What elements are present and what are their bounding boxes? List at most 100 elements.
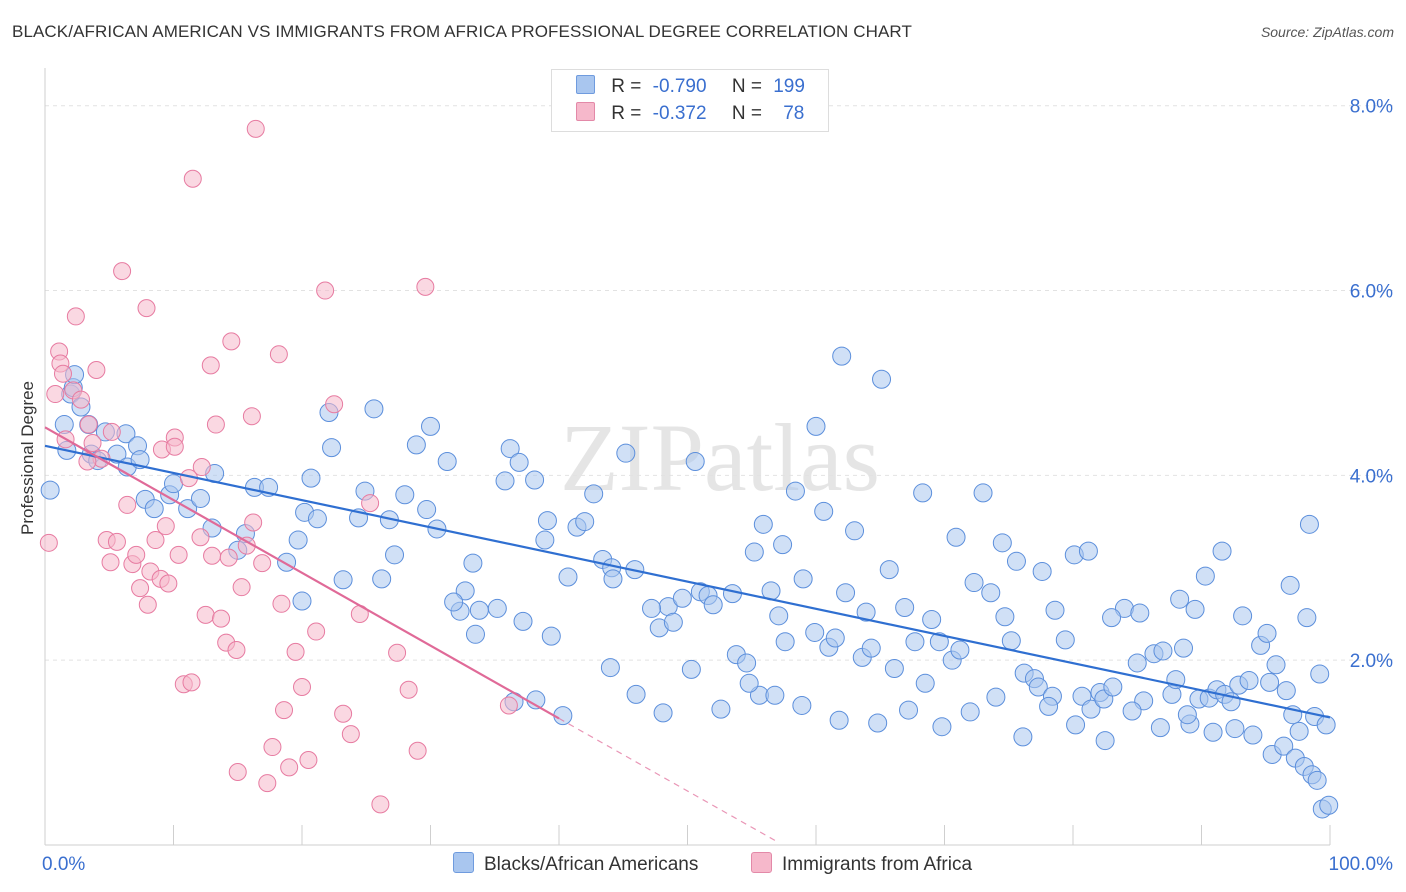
data-point-blacks	[981, 583, 1001, 603]
data-point-immigrants	[46, 385, 65, 404]
data-point-immigrants	[113, 262, 132, 281]
data-point-immigrants	[341, 725, 360, 744]
data-point-blacks	[1310, 664, 1330, 684]
data-point-immigrants	[183, 169, 202, 188]
data-point-immigrants	[192, 458, 211, 477]
data-point-blacks	[292, 591, 312, 611]
data-point-immigrants	[316, 281, 335, 300]
data-point-blacks	[1195, 566, 1215, 586]
data-point-immigrants	[269, 345, 288, 364]
data-point-blacks	[535, 530, 555, 550]
data-point-immigrants	[253, 554, 272, 573]
legend-swatch-blue	[576, 75, 595, 94]
data-point-immigrants	[299, 750, 318, 769]
data-point-blacks	[825, 628, 845, 648]
data-point-blacks	[960, 702, 980, 722]
data-point-blacks	[814, 501, 834, 521]
data-point-immigrants	[499, 696, 518, 715]
data-point-immigrants	[138, 595, 157, 614]
data-point-immigrants	[79, 415, 98, 434]
data-point-immigrants	[102, 422, 121, 441]
data-point-blacks	[1297, 608, 1317, 628]
data-point-immigrants	[118, 495, 137, 514]
data-point-blacks	[553, 706, 573, 726]
data-point-blacks	[642, 598, 662, 618]
data-point-blacks	[905, 632, 925, 652]
data-point-blacks	[626, 684, 646, 704]
data-point-blacks	[1013, 727, 1033, 747]
data-point-blacks	[1095, 731, 1115, 751]
data-point-immigrants	[361, 494, 380, 513]
data-point-blacks	[495, 471, 515, 491]
data-point-blacks	[765, 685, 785, 705]
data-point-blacks	[737, 653, 757, 673]
data-point-immigrants	[222, 332, 241, 351]
bottom-legend-swatch-pink	[751, 852, 772, 873]
data-point-blacks	[1072, 686, 1092, 706]
data-point-blacks	[672, 588, 692, 608]
data-point-immigrants	[107, 532, 126, 551]
data-point-immigrants	[307, 622, 326, 641]
data-point-blacks	[922, 610, 942, 630]
axes	[44, 68, 1331, 846]
data-point-blacks	[1006, 551, 1026, 571]
data-point-immigrants	[159, 574, 178, 593]
data-point-blacks	[164, 474, 183, 494]
legend-n-value: 199	[773, 76, 805, 97]
y-tick-label: 6.0%	[1350, 282, 1393, 303]
bottom-legend-label: Blacks/African Americans	[484, 854, 699, 875]
data-point-blacks	[1032, 561, 1052, 581]
legend-r-label: R =	[611, 76, 642, 97]
data-point-blacks	[1127, 653, 1147, 673]
data-point-blacks	[1028, 677, 1048, 697]
data-point-blacks	[487, 598, 507, 618]
data-point-blacks	[406, 435, 426, 455]
data-point-blacks	[653, 703, 673, 723]
data-point-immigrants	[78, 452, 97, 471]
data-point-immigrants	[131, 579, 150, 598]
legend-n-label: N =	[731, 76, 762, 97]
legend-row-immigrants: R = -0.372 N = 78	[576, 102, 804, 126]
bottom-legend-swatch-blue	[453, 852, 474, 873]
data-point-immigrants	[232, 578, 251, 597]
data-point-blacks	[1276, 681, 1296, 701]
data-point-blacks	[1280, 575, 1300, 595]
data-point-blacks	[500, 439, 520, 459]
data-point-blacks	[929, 632, 949, 652]
trend-line-immigrants-extension	[558, 717, 776, 841]
data-point-blacks	[744, 542, 764, 562]
data-point-blacks	[1174, 638, 1194, 658]
series-immigrants-points	[39, 119, 518, 814]
data-point-immigrants	[203, 546, 222, 565]
legend-r-value: -0.790	[652, 76, 707, 97]
data-point-blacks	[603, 569, 623, 589]
data-point-blacks	[1185, 599, 1205, 619]
data-point-blacks	[681, 659, 701, 679]
x-tick-label: 100.0%	[1329, 854, 1394, 875]
x-tick-label: 0.0%	[42, 854, 85, 875]
data-point-immigrants	[206, 415, 225, 434]
legend: R = -0.790 N = 199 R = -0.372 N = 78	[551, 69, 829, 132]
data-point-immigrants	[388, 643, 407, 662]
data-point-blacks	[792, 695, 812, 715]
data-point-blacks	[836, 583, 856, 603]
data-point-blacks	[1153, 641, 1173, 661]
data-point-blacks	[868, 713, 888, 733]
data-point-blacks	[663, 612, 683, 632]
data-point-blacks	[537, 511, 557, 531]
data-point-blacks	[465, 624, 485, 644]
data-point-blacks	[1150, 718, 1170, 738]
data-point-blacks	[1078, 541, 1098, 561]
data-point-blacks	[385, 545, 405, 565]
data-point-immigrants	[399, 680, 418, 699]
data-point-blacks	[1066, 715, 1086, 735]
y-axis-label: Professional Degree	[18, 381, 37, 535]
data-point-blacks	[144, 499, 164, 519]
data-point-immigrants	[272, 594, 291, 613]
data-point-blacks	[832, 346, 852, 366]
data-point-blacks	[541, 626, 561, 646]
watermark: ZIPatlas	[560, 404, 880, 511]
data-point-blacks	[773, 535, 793, 555]
legend-n-value: 78	[783, 103, 805, 124]
data-point-immigrants	[244, 513, 263, 532]
